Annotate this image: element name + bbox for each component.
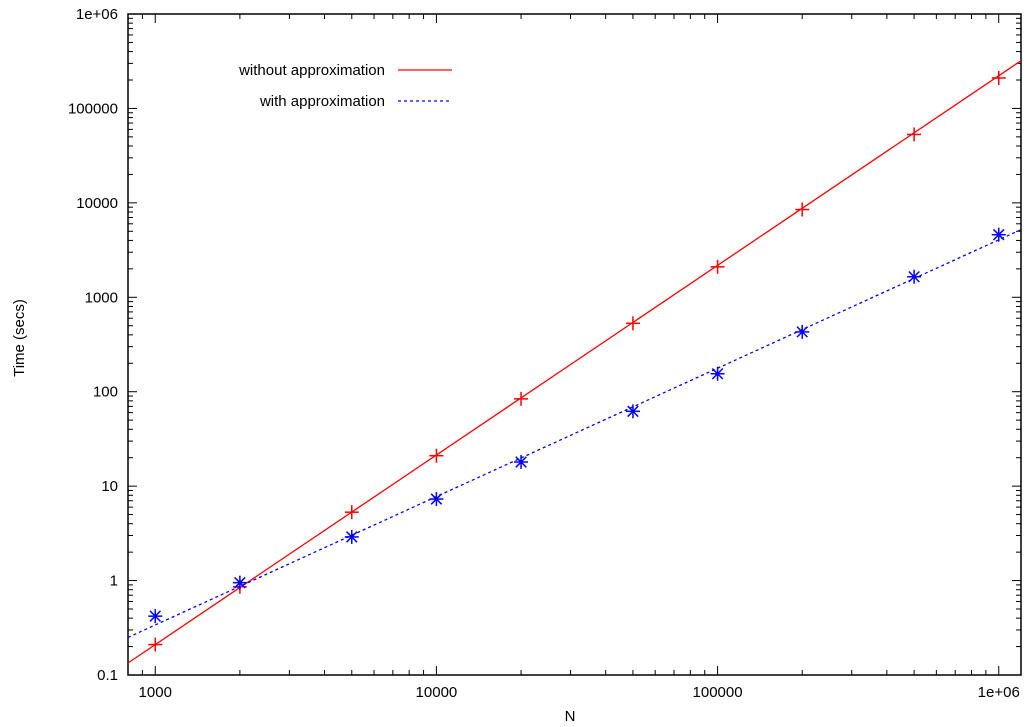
- series-group: [127, 60, 1022, 664]
- plot-frame: [127, 13, 1022, 676]
- series-1-point-marker: [710, 366, 725, 381]
- series-1-point-marker: [344, 529, 359, 544]
- y-tick-label: 0.1: [97, 667, 118, 684]
- y-tick-label: 1000: [85, 289, 118, 306]
- series-0-point-marker: [625, 316, 640, 331]
- marker-stroke: [430, 493, 443, 505]
- series-1-point-marker: [795, 324, 810, 339]
- series-1-point-marker: [991, 227, 1006, 242]
- legend: without approximation with approximation: [238, 62, 452, 110]
- series-1-point-marker: [514, 455, 529, 470]
- series-0-point-marker: [429, 448, 444, 463]
- marker-stroke: [515, 456, 527, 468]
- series-1-point-marker: [148, 609, 163, 624]
- x-tick-label: 10000: [416, 684, 458, 701]
- y-tick-label: 10: [101, 478, 118, 495]
- series-0-point-marker: [344, 505, 359, 520]
- series-0-point-marker: [514, 391, 529, 406]
- series-0-point-marker: [991, 71, 1006, 86]
- marker-stroke: [627, 405, 639, 418]
- y-tick-label: 100000: [68, 100, 118, 117]
- series-0-point-marker: [148, 637, 163, 652]
- series-1-point-marker: [907, 269, 922, 284]
- y-tick-label: 1e+06: [76, 6, 118, 23]
- marker-stroke: [908, 270, 920, 283]
- series-1-fit-line: [127, 229, 1022, 639]
- series-1: [127, 227, 1022, 639]
- series-1-point-marker: [429, 492, 444, 507]
- x-tick-label: 1000: [139, 684, 172, 701]
- y-tick-label: 10000: [76, 195, 118, 212]
- marker-stroke: [234, 576, 246, 589]
- series-1-point-marker: [625, 404, 640, 419]
- marker-stroke: [149, 610, 162, 622]
- marker-stroke: [345, 531, 358, 543]
- plot-frame-group: [127, 13, 1022, 676]
- marker-stroke: [711, 367, 724, 380]
- y-axis-label: Time (secs): [11, 299, 28, 377]
- series-0-point-marker: [795, 202, 810, 217]
- legend-label-0: without approximation: [238, 62, 385, 79]
- y-tick-label: 1: [110, 573, 118, 590]
- series-0: [127, 60, 1022, 664]
- ticks-group: 1000 10000 100000 1e+06 0.1 1 10 100 1000 10000 10…: [68, 6, 1021, 701]
- legend-label-1: with approximation: [259, 93, 385, 110]
- marker-stroke: [992, 228, 1005, 241]
- series-0-point-marker: [907, 127, 922, 142]
- x-tick-label: 100000: [693, 684, 743, 701]
- marker-stroke: [796, 326, 808, 338]
- series-0-point-marker: [710, 259, 725, 274]
- series-1-point-marker: [232, 575, 247, 590]
- x-axis-label: N: [565, 708, 576, 725]
- series-0-fit-line: [127, 60, 1022, 664]
- y-tick-label: 100: [93, 384, 118, 401]
- x-tick-label: 1e+06: [978, 684, 1020, 701]
